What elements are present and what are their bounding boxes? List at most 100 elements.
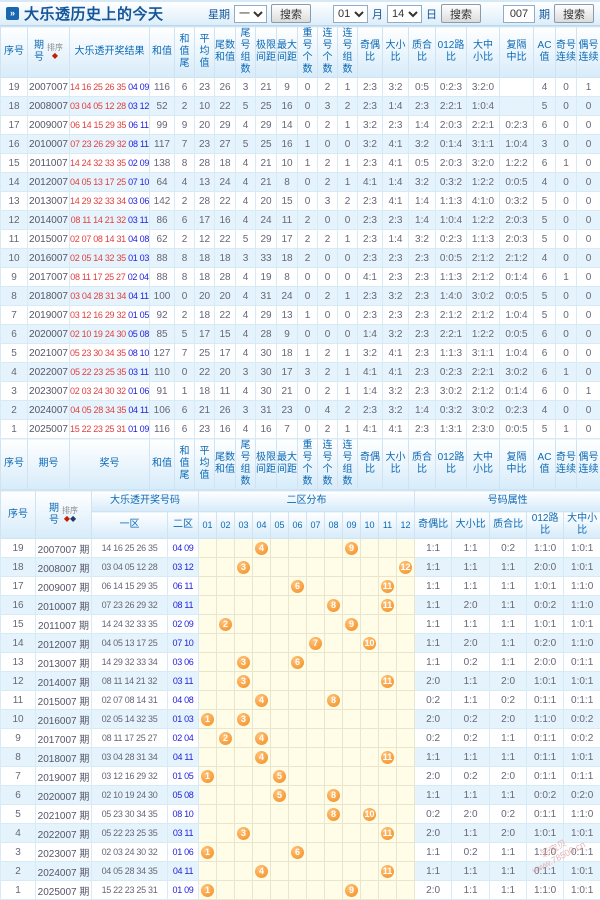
stat-cell: 10	[277, 154, 298, 173]
sort-icons[interactable]: 排序◆◆	[62, 507, 78, 523]
stat-cell: 1	[338, 363, 358, 382]
stat-cell: 2	[298, 230, 318, 249]
dist-cell	[397, 843, 415, 862]
stat-cell: 18	[215, 249, 236, 268]
issue-cell: 2007007	[28, 78, 70, 97]
stat-cell: 24	[256, 211, 277, 230]
stats-table-header: 序号期号排序◆大乐透开奖结果和值和值尾平均值尾数和值尾号组数极限间距最大间距重号…	[1, 27, 600, 78]
attr-cell: 2:0	[490, 710, 527, 729]
issue-cell: 2017007	[28, 268, 70, 287]
stat-cell: 28	[256, 325, 277, 344]
attr-cell: 2:0	[490, 824, 527, 843]
dist-col-header: 09	[343, 512, 361, 539]
month-select[interactable]: 01	[333, 5, 368, 23]
ball-icon: 2	[219, 618, 232, 631]
stat-cell: 1	[338, 420, 358, 439]
dist-cell	[271, 862, 289, 881]
issue-header: 期号排序◆◆	[36, 491, 92, 539]
issue-search-button[interactable]: 搜索	[554, 4, 594, 23]
stat-cell: 1	[338, 287, 358, 306]
dist-cell: 5	[271, 767, 289, 786]
back-numbers: 02 09	[128, 158, 149, 168]
zone1-cell: 15 22 23 25 31	[92, 881, 168, 900]
dist-cell	[217, 672, 235, 691]
ball-icon: 1	[201, 770, 214, 783]
result-cell: 08 11 17 25 27 02 04	[70, 268, 150, 287]
stat-cell: 0	[338, 135, 358, 154]
result-cell: 02 03 24 30 32 01 06	[70, 382, 150, 401]
seq-cell: 1	[1, 881, 36, 900]
sort-icon[interactable]: 排序◆	[47, 44, 63, 60]
dist-cell	[325, 862, 343, 881]
dist-cell	[235, 577, 253, 596]
dist-cell	[235, 843, 253, 862]
stat-cell: 4	[534, 249, 556, 268]
stat-cell: 29	[215, 116, 236, 135]
dist-cell: 11	[379, 824, 397, 843]
stat-cell: 1	[175, 382, 195, 401]
dist-cell	[289, 805, 307, 824]
stat-cell: 0:1:4	[500, 382, 534, 401]
dist-cell: 8	[325, 786, 343, 805]
zone2-cell: 05 08	[168, 786, 199, 805]
stat-cell	[500, 97, 534, 116]
stat-cell: 1:2:2	[467, 211, 500, 230]
stats-footer-cell: 序号	[1, 439, 28, 490]
dist-cell	[343, 786, 361, 805]
stat-cell: 2:2:1	[467, 116, 500, 135]
date-search-button[interactable]: 搜索	[441, 4, 481, 23]
stat-cell: 2:2:1	[436, 97, 467, 116]
dist-cell	[199, 729, 217, 748]
stat-cell: 0:2:3	[436, 78, 467, 97]
week-search-button[interactable]: 搜索	[271, 4, 311, 23]
issue-input[interactable]	[503, 5, 535, 23]
seq-cell: 12	[1, 211, 28, 230]
stat-cell: 7	[175, 344, 195, 363]
stat-cell: 1	[577, 78, 600, 97]
attr-cell: 1:1	[415, 615, 452, 634]
dist-cell	[271, 653, 289, 672]
seq-cell: 9	[1, 268, 28, 287]
seq-cell: 10	[1, 710, 36, 729]
attr-cell: 0:0:2	[527, 596, 564, 615]
stat-cell: 0	[318, 211, 338, 230]
dist-cell: 11	[379, 672, 397, 691]
stat-cell: 2:3	[409, 268, 436, 287]
seq-header: 序号	[1, 491, 36, 539]
dist-cell	[271, 881, 289, 900]
stat-cell: 3:1:1	[467, 344, 500, 363]
dist-cell: 4	[253, 862, 271, 881]
attr-cell: 0:1:1	[527, 862, 564, 881]
attr-cell: 1:0:1	[564, 862, 600, 881]
stat-cell: 14	[277, 116, 298, 135]
issue-cell: 2010007 期	[36, 596, 92, 615]
stat-cell: 0	[338, 211, 358, 230]
stat-cell: 2:3	[409, 382, 436, 401]
attr-cell: 1:1	[415, 862, 452, 881]
issue-cell: 2024007 期	[36, 862, 92, 881]
day-select[interactable]: 14	[387, 5, 422, 23]
zone1-cell: 04 05 28 34 35	[92, 862, 168, 881]
stats-footer-cell: 大小比	[383, 439, 409, 490]
ball-icon: 9	[345, 542, 358, 555]
zone2-cell: 07 10	[168, 634, 199, 653]
stat-cell: 8	[277, 173, 298, 192]
dist-cell	[199, 748, 217, 767]
stat-cell: 22	[215, 230, 236, 249]
stat-cell: 4	[534, 173, 556, 192]
issue-cell: 2015007	[28, 230, 70, 249]
stat-cell: 29	[256, 116, 277, 135]
attr-cell: 0:0:2	[564, 710, 600, 729]
stat-cell: 5	[534, 287, 556, 306]
week-select[interactable]: 一	[234, 5, 267, 23]
ball-icon: 3	[237, 675, 250, 688]
stat-cell: 1	[556, 154, 577, 173]
zone2-cell: 01 03	[168, 710, 199, 729]
stat-cell: 2:1:2	[500, 249, 534, 268]
stat-cell: 1:4	[409, 116, 436, 135]
dist-cell	[199, 691, 217, 710]
stat-cell: 1:0:4	[467, 97, 500, 116]
stat-cell: 4	[236, 192, 256, 211]
